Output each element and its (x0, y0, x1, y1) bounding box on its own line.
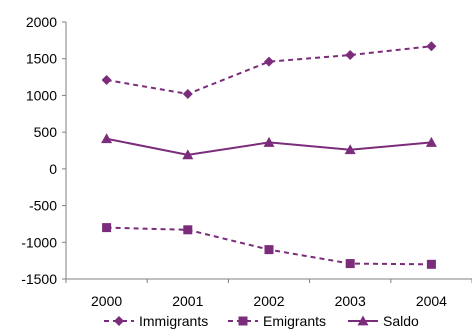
data-point-immigrants (182, 88, 193, 99)
legend-label-emigrants: Emigrants (263, 313, 326, 329)
y-tick-label: -500 (29, 198, 57, 214)
legend-item-saldo: Saldo (348, 313, 419, 329)
axes (65, 22, 472, 280)
series-emigrants (102, 223, 436, 269)
data-point-emigrants (102, 223, 112, 233)
y-tick-label: 1500 (26, 51, 57, 67)
series-immigrants (101, 41, 437, 99)
y-tick-label: -1000 (21, 234, 57, 250)
y-tick-label: 0 (49, 161, 57, 177)
legend-marker-immigrants (114, 316, 124, 326)
x-tick-label: 2002 (253, 293, 284, 309)
legend-label-saldo: Saldo (383, 313, 419, 329)
data-point-immigrants (426, 41, 437, 52)
legend-marker-emigrants (238, 316, 248, 326)
y-tick-labels: 2000 1500 1000 500 0 -500 -1000 -1500 (21, 14, 66, 287)
y-tick-label: -1500 (21, 271, 57, 287)
data-point-saldo (425, 136, 437, 147)
legend-item-immigrants: Immigrants (104, 313, 208, 329)
data-point-emigrants (264, 245, 274, 255)
x-tick-label: 2000 (91, 293, 122, 309)
x-tick-label: 2004 (416, 293, 447, 309)
series-saldo (101, 133, 437, 160)
y-tick-label: 500 (34, 124, 58, 140)
data-point-saldo (344, 144, 356, 155)
data-point-immigrants (264, 56, 274, 67)
data-point-saldo (182, 149, 194, 160)
data-point-saldo (101, 133, 113, 144)
x-tick-label: 2001 (172, 293, 203, 309)
data-point-saldo (263, 136, 275, 147)
legend-label-immigrants: Immigrants (139, 313, 208, 329)
legend: Immigrants Emigrants Saldo (104, 313, 419, 329)
data-point-emigrants (426, 259, 436, 269)
legend-item-emigrants: Emigrants (228, 313, 326, 329)
series-line-immigrants (106, 45, 432, 95)
data-point-immigrants (101, 75, 112, 86)
data-point-immigrants (345, 50, 356, 61)
data-point-emigrants (345, 259, 355, 269)
x-tick-labels: 2000 2001 2002 2003 2004 (65, 279, 472, 309)
x-tick-label: 2003 (335, 293, 366, 309)
legend-marker-saldo (357, 315, 369, 326)
data-point-emigrants (183, 225, 193, 235)
y-tick-label: 1000 (26, 87, 57, 103)
y-tick-label: 2000 (26, 14, 57, 30)
